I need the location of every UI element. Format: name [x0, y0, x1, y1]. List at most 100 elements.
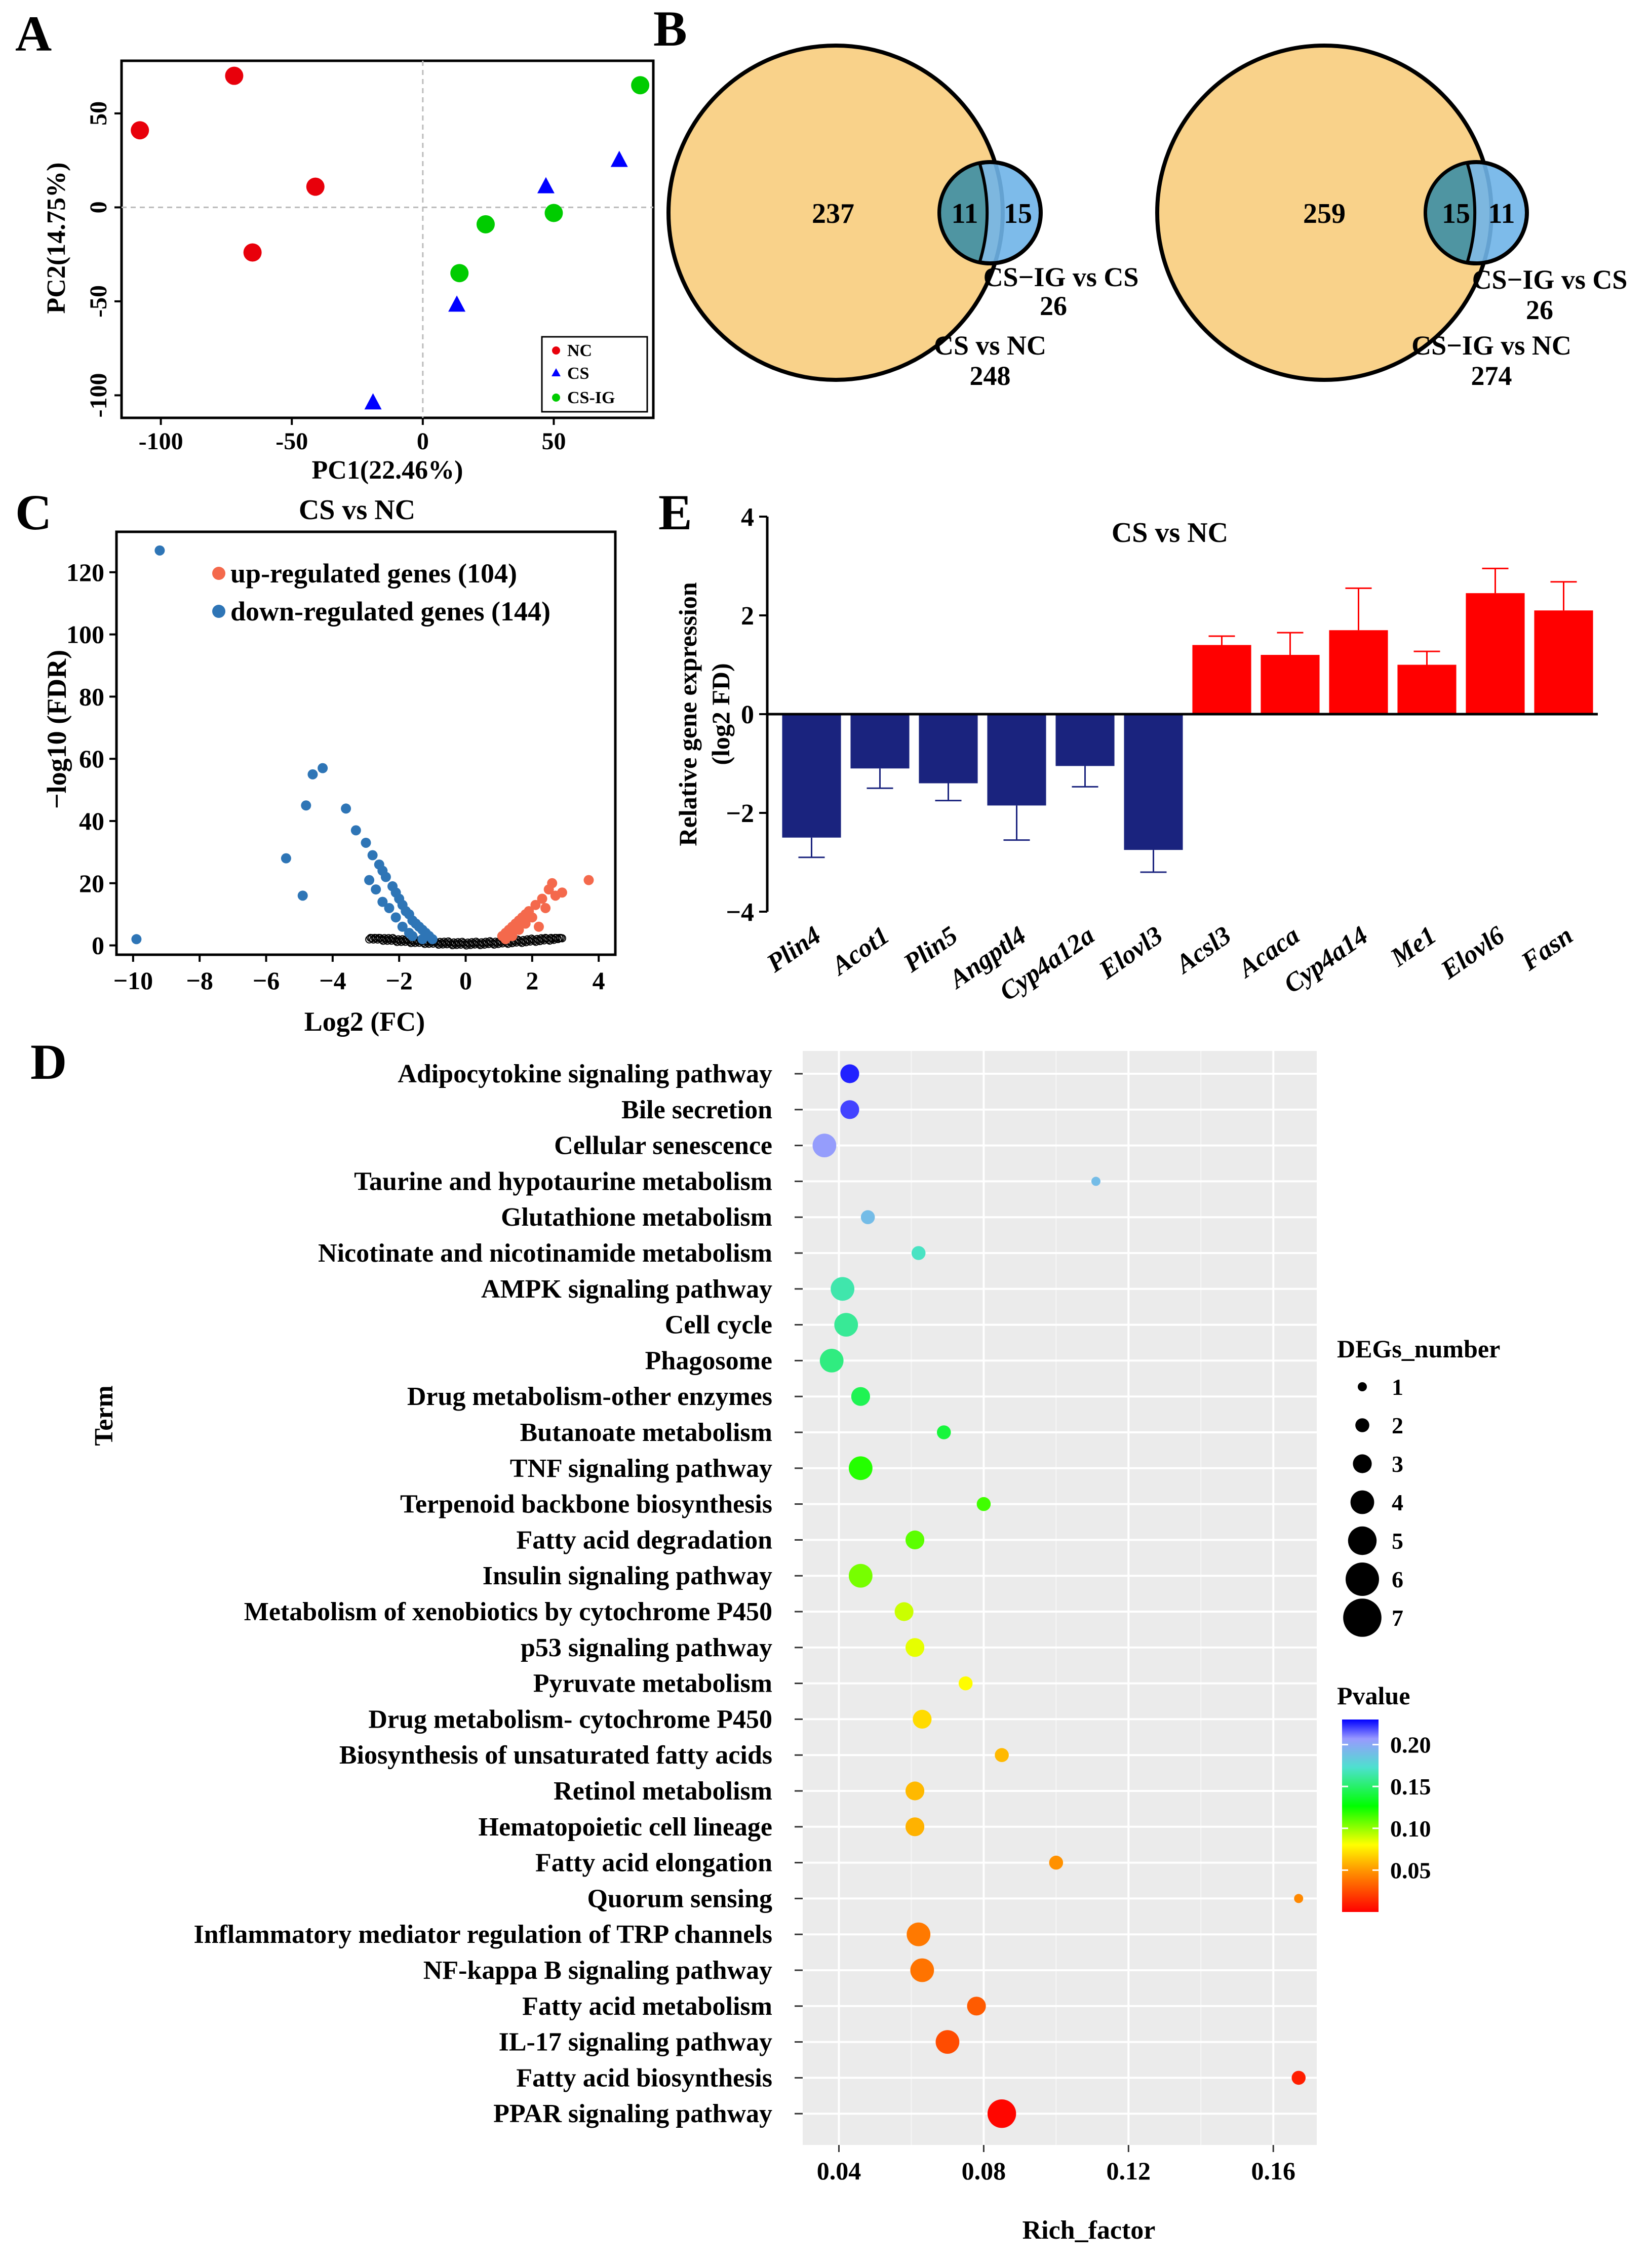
- kegg-size-legend-dot: [1353, 1454, 1372, 1473]
- qpcr-y-label-line2: (log2 FD): [706, 663, 735, 765]
- qpcr-bar: [1192, 645, 1251, 714]
- kegg-size-legend-dot: [1350, 1490, 1374, 1514]
- venn-panel: 237 11 15 CS−IG vs CS 26 CS vs NC 248 25…: [666, 44, 1627, 391]
- kegg-point: [910, 1958, 934, 1982]
- kegg-point: [905, 1530, 925, 1549]
- volcano-point-ns: [558, 934, 566, 943]
- qpcr-y-tick-label: 0: [741, 700, 754, 729]
- qpcr-bar: [1466, 593, 1525, 714]
- kegg-point: [819, 1349, 844, 1373]
- volcano-point-down: [377, 896, 388, 907]
- kegg-term-label: Fatty acid metabolism: [522, 1992, 772, 2021]
- kegg-term-label: NF-kappa B signaling pathway: [423, 1956, 772, 1985]
- pca-plot-frame: [120, 59, 655, 419]
- kegg-point: [860, 1210, 875, 1224]
- pca-x-tick-label: -100: [139, 428, 183, 455]
- volcano-x-tick-label: −8: [186, 966, 213, 995]
- volcano-x-tick-label: −4: [319, 966, 346, 995]
- volcano-point-down: [301, 800, 311, 811]
- volcano-plot-frame: [115, 530, 617, 956]
- volcano-x-tick-label: −6: [253, 966, 280, 995]
- volcano-point-down: [307, 769, 318, 779]
- pca-x-tick-label: 0: [417, 428, 429, 455]
- pca-point-nc: [131, 121, 149, 140]
- kegg-term-label: Inflammatory mediator regulation of TRP …: [193, 1920, 772, 1949]
- qpcr-category-label: Acsl3: [1169, 921, 1236, 980]
- kegg-x-label: Rich_factor: [1022, 2216, 1156, 2245]
- kegg-term-label: Terpenoid backbone biosynthesis: [400, 1490, 772, 1519]
- kegg-term-label: Phagosome: [645, 1346, 772, 1375]
- kegg-point: [935, 2030, 960, 2054]
- qpcr-bar: [1055, 714, 1115, 766]
- kegg-point: [905, 1817, 925, 1837]
- qpcr-y-label-line1: Relative gene expression: [674, 582, 702, 846]
- kegg-point: [840, 1064, 859, 1083]
- venn-diagram-1: 237 11 15 CS−IG vs CS 26 CS vs NC 248: [666, 44, 1139, 391]
- kegg-point: [840, 1100, 859, 1119]
- kegg-plot-background: [803, 1051, 1317, 2145]
- volcano-point-down: [367, 850, 378, 861]
- kegg-x-tick-label: 0.04: [817, 2157, 861, 2185]
- volcano-point-down: [371, 884, 381, 895]
- kegg-color-legend: Pvalue 0.20 0.15 0.10 0.05: [1337, 1682, 1431, 1912]
- kegg-point: [1091, 1177, 1100, 1186]
- venn1-small-name: CS−IG vs CS: [984, 262, 1139, 292]
- kegg-size-legend-label: 3: [1392, 1451, 1403, 1477]
- pca-x-tick-label: 50: [541, 428, 566, 455]
- volcano-point-ns: [372, 934, 380, 943]
- qpcr-y-tick-label: −2: [726, 799, 754, 828]
- volcano-legend-up-marker: [212, 567, 225, 580]
- kegg-size-legend-label: 5: [1392, 1528, 1403, 1554]
- pca-legend-nc: NC: [567, 341, 592, 360]
- kegg-term-label: Quorum sensing: [587, 1884, 772, 1913]
- qpcr-bar: [782, 714, 841, 838]
- qpcr-bar: [1124, 714, 1183, 850]
- kegg-term-label: IL-17 signaling pathway: [499, 2028, 772, 2057]
- kegg-size-legend-label: 1: [1392, 1374, 1403, 1400]
- venn1-small-total: 26: [1040, 291, 1067, 321]
- venn2-big-total: 274: [1471, 361, 1512, 391]
- volcano-point-down: [350, 825, 361, 836]
- volcano-point-down: [384, 903, 395, 913]
- volcano-y-tick-label: 40: [79, 807, 104, 835]
- kegg-term-label: Metabolism of xenobiotics by cytochrome …: [244, 1597, 772, 1626]
- kegg-term-label: Biosynthesis of unsaturated fatty acids: [339, 1741, 772, 1770]
- pca-x-tick-label: -50: [276, 428, 308, 455]
- volcano-point-ns: [384, 934, 393, 943]
- pca-point-cs: [537, 177, 555, 193]
- kegg-term-label: Pyruvate metabolism: [533, 1669, 772, 1698]
- kegg-point: [905, 1638, 925, 1657]
- volcano-point-down: [131, 934, 142, 945]
- volcano-point-down: [407, 931, 418, 942]
- kegg-term-label: TNF signaling pathway: [510, 1454, 772, 1483]
- volcano-point-up: [533, 921, 544, 932]
- pca-point-cs-ig: [450, 264, 469, 283]
- pca-panel: -100 -50 0 50 -100 -50 0 50 PC1(22.46%) PC2(14.…: [42, 59, 655, 485]
- venn1-big-only: 237: [812, 198, 854, 229]
- kegg-point: [905, 1781, 925, 1801]
- volcano-y-tick-label: 80: [79, 682, 104, 711]
- panel-label-c: C: [15, 484, 52, 540]
- venn1-small-only: 15: [1004, 198, 1032, 229]
- venn1-overlap: [938, 161, 989, 264]
- volcano-point-ns: [390, 935, 399, 944]
- pca-x-label: PC1(22.46%): [312, 456, 463, 485]
- kegg-term-label: Bile secretion: [621, 1096, 772, 1124]
- kegg-size-legend-label: 2: [1392, 1413, 1403, 1438]
- kegg-point: [911, 1246, 926, 1260]
- qpcr-bar: [1261, 655, 1320, 714]
- volcano-point-up: [514, 924, 524, 935]
- venn2-overlap-count: 15: [1442, 198, 1470, 229]
- volcano-point-down: [380, 872, 391, 882]
- qpcr-category-label: Acot1: [825, 921, 894, 982]
- kegg-panel: Adipocytokine signaling pathway Bile secr…: [90, 1051, 1500, 2245]
- pca-point-nc: [243, 243, 262, 262]
- kegg-color-tick-label: 0.20: [1390, 1732, 1431, 1758]
- volcano-point-up: [500, 934, 511, 945]
- qpcr-bar: [1397, 665, 1457, 714]
- venn2-big-name: CS−IG vs NC: [1411, 330, 1571, 361]
- venn1-big-name: CS vs NC: [934, 330, 1046, 361]
- volcano-point-up: [537, 893, 547, 904]
